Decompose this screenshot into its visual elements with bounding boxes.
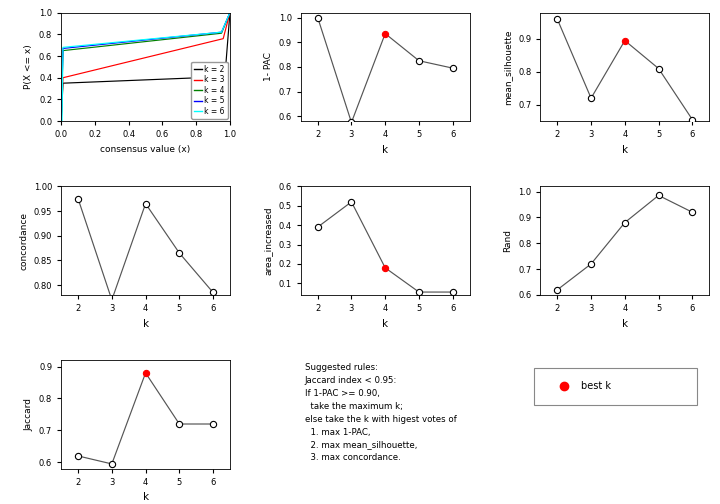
Y-axis label: Rand: Rand [503, 229, 513, 252]
Y-axis label: mean_silhouette: mean_silhouette [503, 29, 513, 105]
X-axis label: k: k [382, 319, 388, 329]
Legend: k = 2, k = 3, k = 4, k = 5, k = 6: k = 2, k = 3, k = 4, k = 5, k = 6 [191, 61, 228, 119]
Y-axis label: P(X <= x): P(X <= x) [24, 44, 33, 89]
Y-axis label: Jaccard: Jaccard [24, 398, 33, 431]
FancyBboxPatch shape [534, 368, 697, 405]
Text: Suggested rules:
Jaccard index < 0.95:
If 1-PAC >= 0.90,
  take the maximum k;
e: Suggested rules: Jaccard index < 0.95: I… [305, 363, 456, 462]
X-axis label: k: k [143, 319, 148, 329]
X-axis label: k: k [143, 492, 148, 502]
Text: best k: best k [580, 381, 611, 391]
Y-axis label: concordance: concordance [19, 212, 28, 270]
X-axis label: k: k [622, 319, 628, 329]
X-axis label: k: k [622, 145, 628, 155]
Y-axis label: area_increased: area_increased [264, 206, 273, 275]
Y-axis label: 1- PAC: 1- PAC [264, 52, 273, 81]
X-axis label: k: k [382, 145, 388, 155]
X-axis label: consensus value (x): consensus value (x) [101, 145, 191, 154]
